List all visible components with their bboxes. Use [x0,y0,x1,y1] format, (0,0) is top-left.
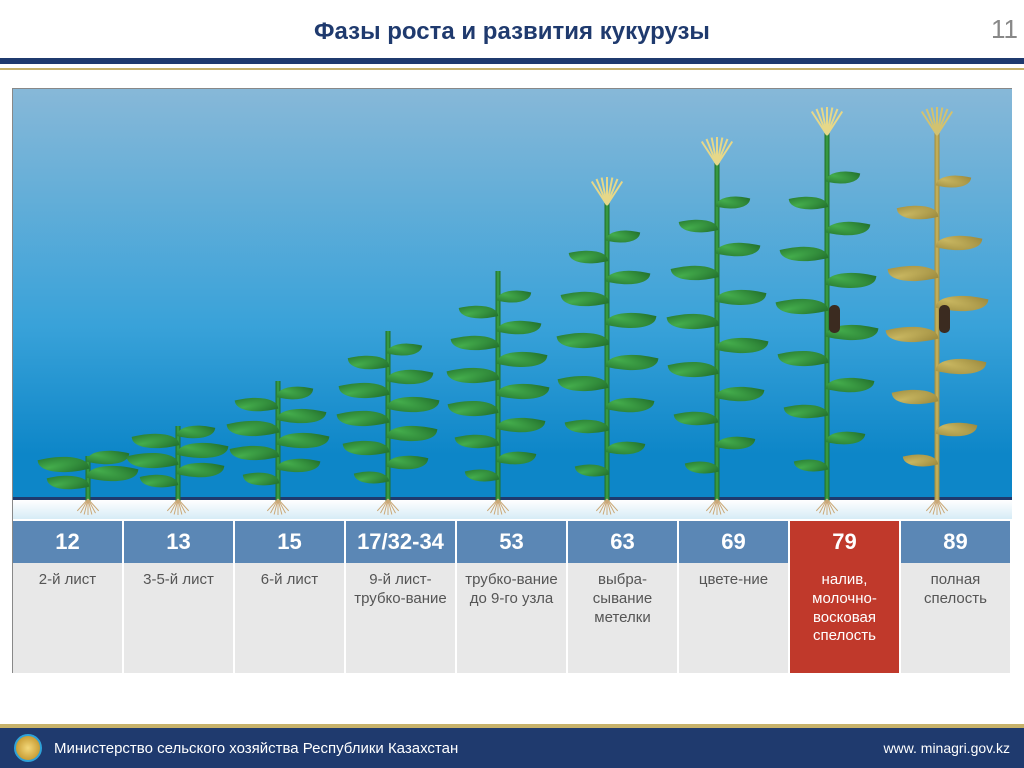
stage-label: выбра-сывание метелки [568,563,679,673]
stage-label: 2-й лист [13,563,124,673]
corn-plant [792,129,862,519]
stage-column: 156-й лист [235,521,346,673]
stage-label: 6-й лист [235,563,346,673]
stage-number: 12 [13,521,124,563]
stage-number: 17/32-34 [346,521,457,563]
corn-plant [143,424,213,519]
footer: Министерство сельского хозяйства Республ… [0,728,1024,768]
footer-url: www. minagri.gov.kz [883,740,1010,756]
page-title: Фазы роста и развития кукурузы [314,18,710,46]
divider-primary [0,58,1024,64]
stage-label: полная спелость [901,563,1012,673]
chart-canvas [13,89,1012,519]
corn-plant [53,454,123,519]
stage-column: 79налив, молочно-восковая спелость [790,521,901,673]
corn-plant [682,159,752,519]
stage-column: 133-5-й лист [124,521,235,673]
divider-accent [0,68,1024,70]
stage-label: 9-й лист-трубко-вание [346,563,457,673]
stage-column: 63выбра-сывание метелки [568,521,679,673]
stage-column: 122-й лист [13,521,124,673]
stage-number: 15 [235,521,346,563]
growth-chart: 122-й лист133-5-й лист156-й лист17/32-34… [12,88,1012,673]
corn-plant [572,199,642,519]
stage-column: 89полная спелость [901,521,1012,673]
stage-column: 69цвете-ние [679,521,790,673]
stage-label: 3-5-й лист [124,563,235,673]
corn-plant [902,129,972,519]
footer-org: Министерство сельского хозяйства Республ… [54,740,458,757]
stage-number: 63 [568,521,679,563]
stage-label: цвете-ние [679,563,790,673]
stage-number: 53 [457,521,568,563]
stage-label: налив, молочно-восковая спелость [790,563,901,673]
header: Фазы роста и развития кукурузы 11 [0,0,1024,52]
corn-plant [353,329,423,519]
stage-column: 17/32-349-й лист-трубко-вание [346,521,457,673]
stage-number: 89 [901,521,1012,563]
stage-number: 69 [679,521,790,563]
emblem-icon [14,734,42,762]
corn-plant [463,269,533,519]
corn-plant [243,379,313,519]
stage-label: трубко-вание до 9-го узла [457,563,568,673]
stage-number: 13 [124,521,235,563]
stage-table: 122-й лист133-5-й лист156-й лист17/32-34… [13,519,1012,673]
stage-number: 79 [790,521,901,563]
page-number: 11 [991,14,1024,45]
stage-column: 53трубко-вание до 9-го узла [457,521,568,673]
